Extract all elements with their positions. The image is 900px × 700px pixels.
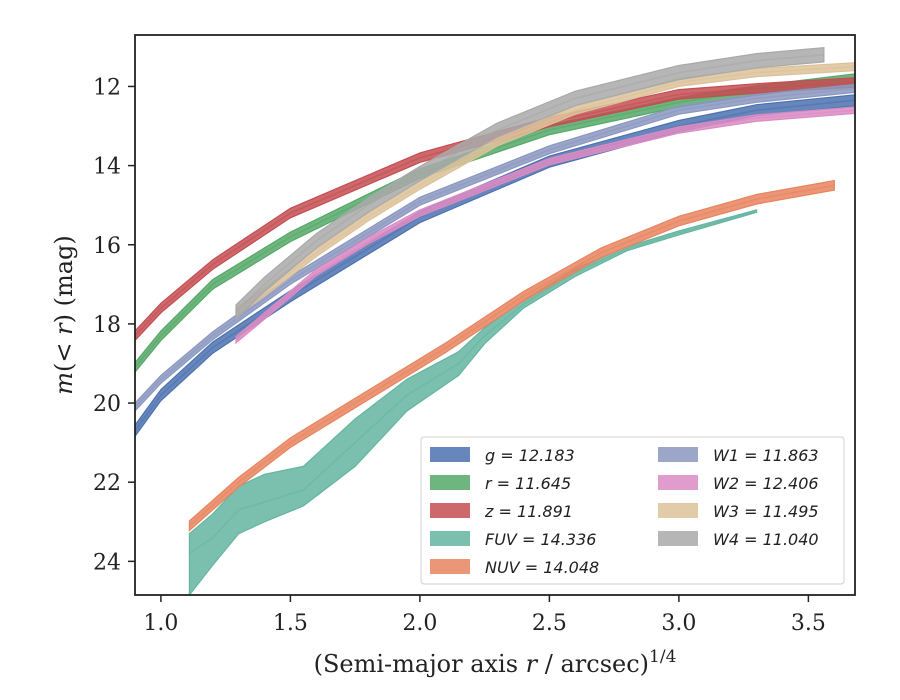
y-axis-label: m(< r) (mag)	[50, 235, 78, 395]
x-axis-label: (Semi-major axis r / arcsec)1/4	[314, 647, 677, 678]
series-w2-line	[235, 109, 855, 341]
series-w3-line	[235, 65, 855, 313]
legend-swatch-w3	[658, 503, 698, 518]
legend-label-w3: W3 = 11.495	[713, 502, 819, 521]
x-tick-label: 2.5	[532, 611, 567, 636]
series-w3	[235, 62, 855, 318]
y-tick-label: 20	[93, 392, 121, 417]
legend-label-fuv: FUV = 14.336	[485, 530, 596, 549]
plot-frame	[134, 34, 856, 596]
series-w2-band	[235, 106, 855, 345]
series-nuv	[188, 179, 835, 532]
x-tick-label: 3.5	[791, 611, 826, 636]
y-tick-label: 12	[93, 75, 121, 100]
x-tick-label: 3.0	[661, 611, 696, 636]
y-tick-label: 16	[93, 234, 121, 259]
legend-swatch-w1	[658, 447, 698, 462]
series-z-line	[135, 81, 855, 337]
series-z	[135, 77, 855, 342]
legend-label-w1: W1 = 11.863	[713, 446, 819, 465]
series-w4-band	[235, 47, 825, 321]
series-g-line	[135, 99, 855, 432]
series-z-band	[135, 77, 855, 342]
y-tick-label: 18	[93, 313, 121, 338]
series-w4	[235, 47, 825, 321]
x-tick-label: 1.0	[143, 611, 178, 636]
series-fuv	[188, 209, 758, 595]
plot-area	[135, 47, 855, 595]
y-tick-label: 14	[93, 155, 121, 180]
legend-label-r: r = 11.645	[485, 474, 571, 493]
legend-box	[420, 436, 845, 585]
x-tick-label: 2.0	[402, 611, 437, 636]
series-w2	[235, 106, 855, 345]
legend-label-g: g = 12.183	[485, 446, 575, 465]
legend-label-z: z = 11.891	[484, 502, 573, 521]
series-nuv-band	[188, 179, 835, 532]
legend-swatch-g	[430, 447, 470, 462]
legend-swatch-w2	[658, 475, 698, 490]
legend-label-w2: W2 = 12.406	[713, 474, 819, 493]
series-r-band	[135, 73, 855, 374]
x-tick-label: 1.5	[273, 611, 308, 636]
legend-swatch-r	[430, 475, 470, 490]
series-fuv-line	[188, 210, 757, 555]
legend-label-nuv: NUV = 14.048	[485, 558, 599, 577]
legend-label-w4: W4 = 11.040	[713, 530, 819, 549]
legend-swatch-nuv	[430, 559, 470, 574]
legend-swatch-fuv	[430, 531, 470, 546]
axis-ticks: 1.0 1.5 2.0 2.5 3.0 3.5 12 14 16 18 20 22 24	[93, 75, 826, 636]
legend: g = 12.183 r = 11.645 z = 11.891 FUV = 14.3…	[420, 436, 845, 585]
series-fuv-band	[188, 209, 758, 595]
legend-swatch-w4	[658, 531, 698, 546]
y-tick-label: 24	[93, 550, 121, 575]
series-nuv-line	[188, 184, 835, 527]
y-tick-label: 22	[93, 471, 121, 496]
series-w1-line	[135, 87, 855, 408]
legend-swatch-z	[430, 503, 470, 518]
series-w3-band	[235, 62, 855, 318]
series-w4-line	[235, 54, 824, 313]
